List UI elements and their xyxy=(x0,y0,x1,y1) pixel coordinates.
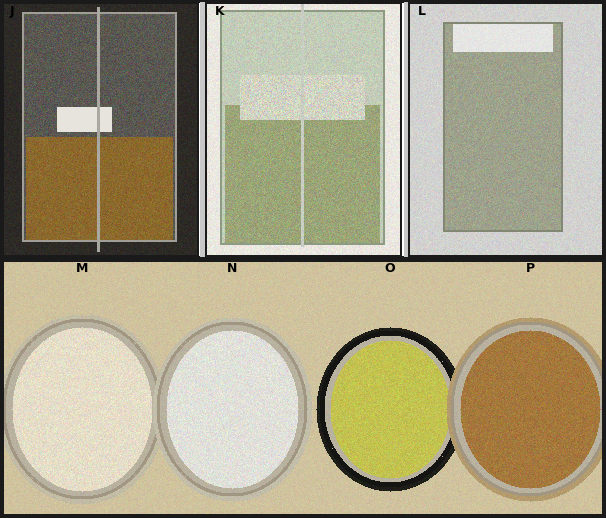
Text: K: K xyxy=(215,5,225,18)
Text: J: J xyxy=(10,5,15,18)
Text: M: M xyxy=(76,262,88,275)
Text: L: L xyxy=(418,5,426,18)
Text: O: O xyxy=(385,262,395,275)
Text: N: N xyxy=(227,262,237,275)
Text: P: P xyxy=(525,262,534,275)
